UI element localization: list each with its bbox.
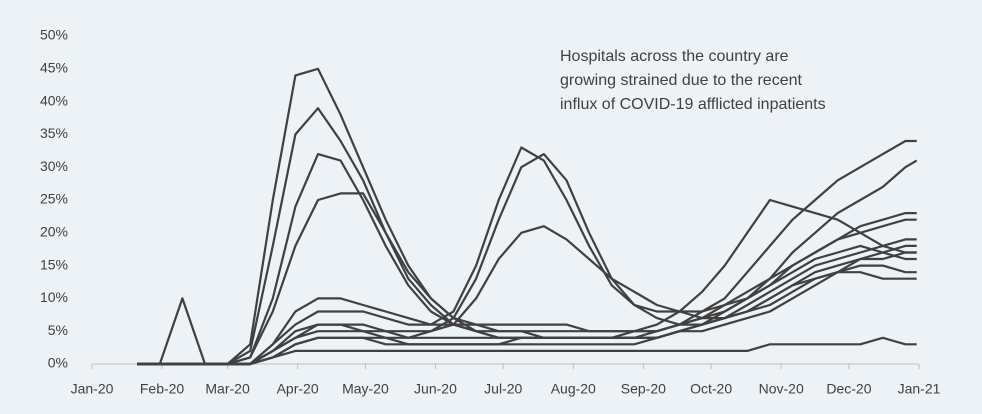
y-tick-label: 50% — [40, 27, 68, 43]
x-tick-label: Oct-20 — [690, 381, 732, 397]
series-line — [137, 225, 917, 366]
x-tick-label: Jan-21 — [898, 381, 941, 397]
y-tick-label: 5% — [48, 322, 68, 338]
y-tick-label: 45% — [40, 60, 68, 76]
y-tick-label: 25% — [40, 191, 68, 207]
annotation: growing strained due to the recent — [560, 72, 802, 89]
y-tick-label: 15% — [40, 256, 68, 272]
x-tick-label: Aug-20 — [551, 381, 596, 397]
x-tick-label: Jul-20 — [484, 381, 522, 397]
x-tick-label: Apr-20 — [277, 381, 319, 397]
y-tick-label: 40% — [40, 92, 68, 108]
x-tick-label: Jan-20 — [71, 381, 114, 397]
x-tick-label: Dec-20 — [826, 381, 871, 397]
annotation: Hospitals across the country are — [560, 48, 789, 65]
x-tick-label: Mar-20 — [205, 381, 250, 397]
series-line — [137, 212, 917, 366]
y-tick-label: 10% — [40, 289, 68, 305]
x-tick-label: Sep-20 — [621, 381, 666, 397]
y-tick-label: 30% — [40, 158, 68, 174]
x-tick-label: Nov-20 — [759, 381, 804, 397]
x-tick-label: Feb-20 — [140, 381, 185, 397]
y-tick-label: 0% — [48, 355, 68, 371]
y-tick-label: 35% — [40, 125, 68, 141]
annotation: influx of COVID-19 afflicted inpatients — [560, 96, 826, 113]
x-tick-label: Jun-20 — [414, 381, 457, 397]
series-line — [137, 336, 917, 366]
y-tick-label: 20% — [40, 224, 68, 240]
x-tick-label: May-20 — [342, 381, 389, 397]
